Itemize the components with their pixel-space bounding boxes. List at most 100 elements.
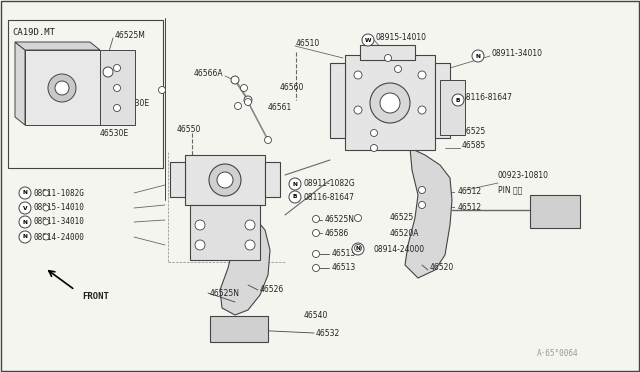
Circle shape (43, 234, 49, 240)
Text: PIN ピン: PIN ピン (498, 186, 522, 195)
Bar (435, 63, 450, 138)
Text: 46585: 46585 (462, 141, 486, 151)
Bar (265, 162, 280, 197)
Text: 08116-81647: 08116-81647 (304, 192, 355, 202)
Circle shape (312, 230, 319, 237)
Text: 46571: 46571 (108, 113, 132, 122)
Text: 46566A: 46566A (194, 70, 223, 78)
Text: V: V (23, 205, 28, 211)
Text: N: N (476, 54, 481, 58)
Circle shape (43, 219, 49, 225)
Circle shape (244, 96, 252, 104)
Text: B: B (456, 97, 460, 103)
Circle shape (354, 71, 362, 79)
Circle shape (312, 215, 319, 222)
Bar (100, 50, 135, 125)
Bar (8, 20, 163, 168)
Text: N: N (22, 234, 28, 240)
Bar (360, 45, 415, 60)
Circle shape (231, 76, 239, 84)
Bar (185, 155, 265, 205)
Text: N: N (356, 247, 360, 251)
Polygon shape (15, 42, 100, 50)
Text: 08915-14010: 08915-14010 (33, 203, 84, 212)
Bar (330, 63, 345, 138)
Text: 08911-1082G: 08911-1082G (33, 189, 84, 198)
Text: FRONT: FRONT (82, 292, 109, 301)
Circle shape (418, 71, 426, 79)
Circle shape (370, 83, 410, 123)
Polygon shape (210, 316, 268, 342)
Text: CA19D.MT: CA19D.MT (12, 28, 55, 37)
Text: 46520: 46520 (430, 263, 454, 273)
Text: 46513: 46513 (332, 263, 356, 273)
Circle shape (418, 106, 426, 114)
Text: 08911-1082G: 08911-1082G (304, 179, 356, 187)
Text: 46510: 46510 (296, 39, 320, 48)
Text: 46540: 46540 (304, 311, 328, 321)
Circle shape (195, 240, 205, 250)
Circle shape (354, 106, 362, 114)
Text: N: N (22, 219, 28, 224)
Circle shape (19, 202, 31, 214)
Bar (440, 80, 465, 135)
Text: 08911-34010: 08911-34010 (33, 218, 84, 227)
Text: 46532: 46532 (316, 328, 340, 337)
Bar (345, 55, 435, 150)
Circle shape (371, 144, 378, 151)
Circle shape (352, 243, 364, 255)
Polygon shape (405, 148, 452, 278)
Text: A·65°0064: A·65°0064 (536, 349, 578, 358)
Circle shape (472, 50, 484, 62)
Circle shape (241, 84, 248, 92)
Polygon shape (15, 42, 25, 125)
Text: N: N (22, 190, 28, 196)
Circle shape (195, 220, 205, 230)
Circle shape (355, 215, 362, 221)
Text: 46525M: 46525M (115, 32, 146, 41)
Circle shape (419, 186, 426, 193)
Circle shape (19, 216, 31, 228)
Circle shape (244, 99, 252, 106)
Text: 46530E: 46530E (100, 128, 129, 138)
Text: 00923-10810: 00923-10810 (498, 171, 549, 180)
Text: 46513: 46513 (332, 250, 356, 259)
Circle shape (19, 187, 31, 199)
Circle shape (209, 164, 241, 196)
Circle shape (380, 93, 400, 113)
Circle shape (43, 205, 49, 211)
Text: 46525: 46525 (462, 126, 486, 135)
Circle shape (113, 105, 120, 112)
Text: 08911-34010: 08911-34010 (492, 49, 543, 58)
Circle shape (43, 190, 49, 196)
Circle shape (371, 129, 378, 137)
Circle shape (55, 81, 69, 95)
Circle shape (264, 137, 271, 144)
Circle shape (113, 64, 120, 71)
Bar (190, 205, 260, 260)
Circle shape (159, 87, 166, 93)
Polygon shape (530, 195, 580, 228)
Circle shape (113, 84, 120, 92)
Circle shape (234, 103, 241, 109)
Bar (170, 162, 185, 197)
Circle shape (289, 191, 301, 203)
Text: 46520A: 46520A (390, 228, 419, 237)
Circle shape (312, 264, 319, 272)
Circle shape (394, 65, 401, 73)
Circle shape (312, 250, 319, 257)
Text: 08914-24000: 08914-24000 (33, 232, 84, 241)
Circle shape (103, 67, 113, 77)
Text: 08914-24000: 08914-24000 (373, 244, 424, 253)
Circle shape (289, 178, 301, 190)
Circle shape (245, 240, 255, 250)
Circle shape (452, 94, 464, 106)
Circle shape (245, 220, 255, 230)
Circle shape (419, 202, 426, 208)
Bar (25, 50, 100, 125)
Text: 46526: 46526 (260, 285, 284, 295)
Text: 46525N: 46525N (325, 215, 355, 224)
Text: 46525: 46525 (390, 214, 414, 222)
Text: B: B (293, 195, 297, 199)
Text: 08116-81647: 08116-81647 (462, 93, 513, 103)
